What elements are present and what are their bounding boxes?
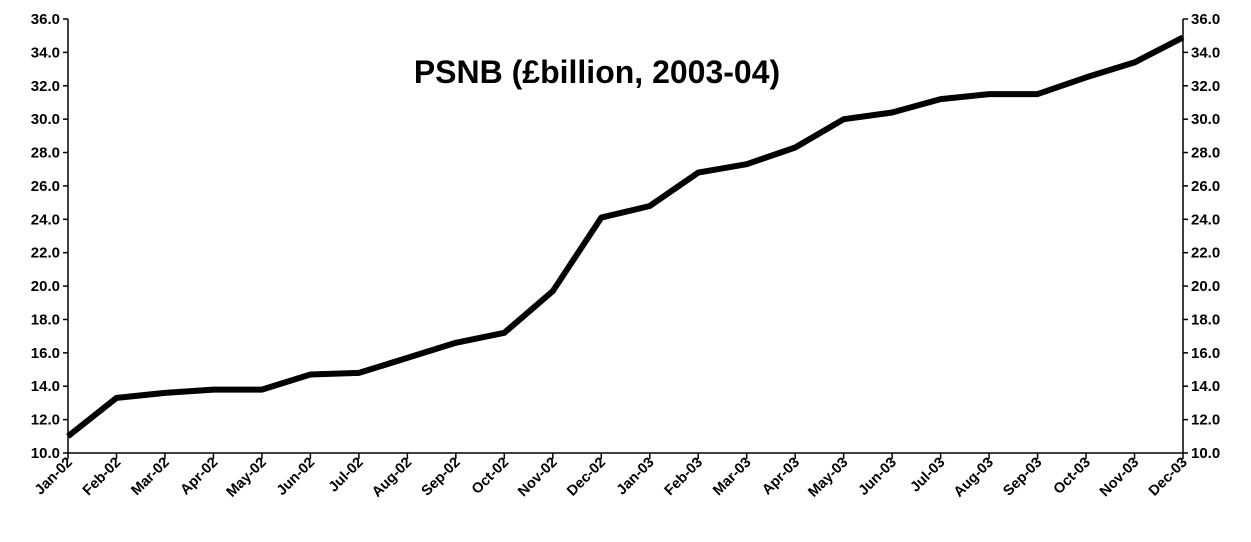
x-tick-label: Nov-02 xyxy=(515,455,561,501)
x-tick-label: Mar-02 xyxy=(128,455,172,499)
left-y-tick-label: 20.0 xyxy=(31,278,60,295)
series-group xyxy=(66,34,1185,439)
left-y-tick-label: 12.0 xyxy=(31,412,60,429)
x-tick-label: Jul-02 xyxy=(326,455,367,496)
right-y-tick-label: 20.0 xyxy=(1191,278,1220,295)
axes xyxy=(67,19,1184,454)
x-tick-label: Dec-03 xyxy=(1146,455,1191,500)
left-y-tick-label: 26.0 xyxy=(31,178,60,195)
right-y-tick-label: 14.0 xyxy=(1191,378,1220,395)
right-y-tick-label: 16.0 xyxy=(1191,345,1220,362)
x-tick-label: Oct-03 xyxy=(1051,455,1094,498)
x-tick-label: Dec-02 xyxy=(564,455,609,500)
right-y-tick-label: 22.0 xyxy=(1191,245,1220,262)
x-tick-label: May-02 xyxy=(224,455,270,501)
x-tick-label: Apr-02 xyxy=(177,455,221,499)
x-tick-label: Sep-03 xyxy=(1000,455,1045,500)
x-tick-label: Mar-03 xyxy=(710,455,754,499)
x-tick-label: Jul-03 xyxy=(907,455,948,496)
right-y-tick-label: 10.0 xyxy=(1191,445,1220,462)
x-tick-label: Jun-03 xyxy=(856,455,900,499)
x-tick-label: May-03 xyxy=(805,455,851,501)
left-y-tick-label: 18.0 xyxy=(31,311,60,328)
left-y-tick-label: 36.0 xyxy=(31,11,60,28)
chart-title: PSNB (£billion, 2003-04) xyxy=(414,54,780,90)
left-y-tick-label: 30.0 xyxy=(31,111,60,128)
left-y-axis-ticks: 10.0 12.0 14.0 16.0 18.0 20.0 22.0 24.0 26.0 28.0… xyxy=(31,11,68,462)
x-tick-label: Aug-02 xyxy=(369,455,415,501)
x-tick-label: Apr-03 xyxy=(759,455,803,499)
right-y-tick-label: 24.0 xyxy=(1191,211,1220,228)
right-y-tick-label: 18.0 xyxy=(1191,311,1220,328)
x-tick-label: Nov-03 xyxy=(1097,455,1143,501)
left-y-tick-label: 34.0 xyxy=(31,44,60,61)
x-tick-label: Sep-02 xyxy=(419,455,464,500)
x-tick-label: Feb-02 xyxy=(80,455,124,499)
right-y-tick-label: 28.0 xyxy=(1191,145,1220,162)
right-y-tick-label: 12.0 xyxy=(1191,412,1220,429)
left-y-tick-label: 10.0 xyxy=(31,445,60,462)
right-y-tick-label: 32.0 xyxy=(1191,78,1220,95)
left-y-tick-label: 16.0 xyxy=(31,345,60,362)
left-y-tick-label: 28.0 xyxy=(31,145,60,162)
left-y-tick-label: 14.0 xyxy=(31,378,60,395)
right-y-axis-ticks: 10.0 12.0 14.0 16.0 18.0 20.0 22.0 24.0 26.0 28.0… xyxy=(1183,11,1220,462)
x-tick-label: Aug-03 xyxy=(951,455,997,501)
left-y-tick-label: 24.0 xyxy=(31,211,60,228)
x-axis-ticks: Jan-02 Feb-02 Mar-02 Apr-02 May-02 Jun-02 Jul-… xyxy=(32,453,1191,501)
right-y-tick-label: 30.0 xyxy=(1191,111,1220,128)
series-line xyxy=(66,34,1185,439)
x-tick-label: Oct-02 xyxy=(469,455,512,498)
right-y-tick-label: 34.0 xyxy=(1191,44,1220,61)
x-tick-label: Feb-03 xyxy=(662,455,706,499)
left-y-tick-label: 22.0 xyxy=(31,245,60,262)
right-y-tick-label: 26.0 xyxy=(1191,178,1220,195)
x-tick-label: Jun-02 xyxy=(274,455,318,499)
left-y-tick-label: 32.0 xyxy=(31,78,60,95)
right-y-tick-label: 36.0 xyxy=(1191,11,1220,28)
x-tick-label: Jan-03 xyxy=(614,455,658,499)
